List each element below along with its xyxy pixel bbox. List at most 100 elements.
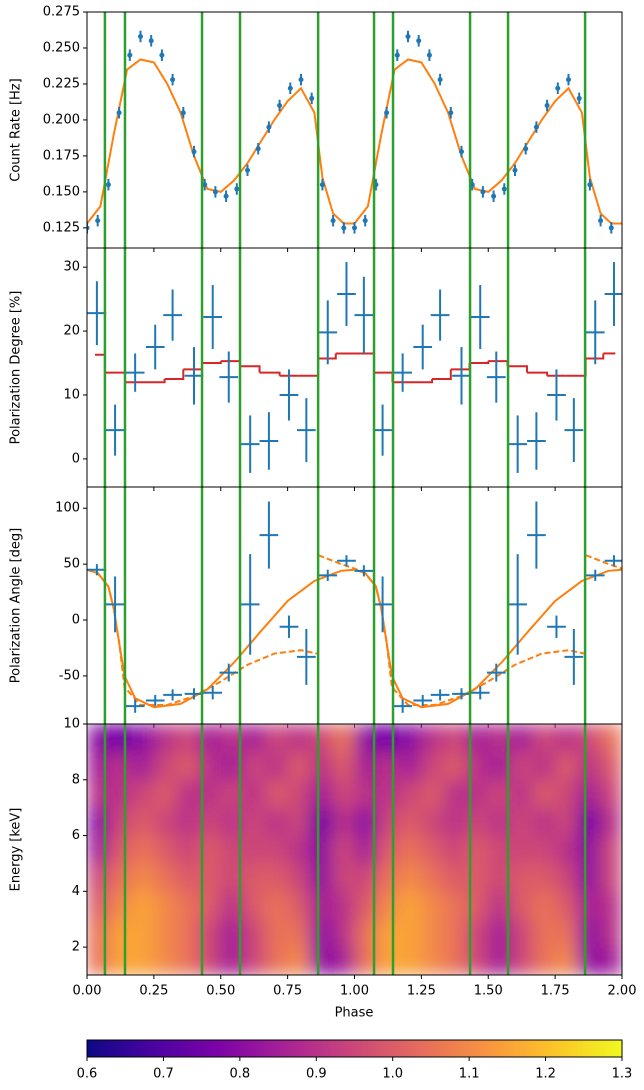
heatmap-cell: [577, 807, 601, 837]
heatmap-cell: [421, 751, 445, 781]
heatmap-cell: [87, 947, 110, 975]
marker: [180, 110, 186, 116]
heatmap-cell: [577, 947, 601, 975]
marker: [491, 193, 497, 199]
heatmap-cell: [577, 835, 601, 864]
heatmap-cell: [599, 947, 622, 975]
y-tick-label: 30: [63, 260, 80, 275]
colorbar-tick-label: 0.9: [306, 1067, 327, 1082]
heatmap-cell: [577, 891, 601, 920]
data-point: [604, 262, 622, 326]
data-point: [319, 178, 325, 191]
data-point: [105, 404, 125, 456]
data-point: [564, 398, 584, 463]
heatmap-cell: [376, 751, 400, 781]
heatmap-cell: [176, 807, 199, 837]
marker: [405, 33, 411, 39]
marker: [544, 103, 550, 109]
heatmap-cell: [532, 863, 556, 892]
heatmap-cell: [243, 751, 266, 781]
heatmap-cell: [376, 724, 400, 753]
marker: [555, 85, 561, 91]
heatmap-cell: [599, 835, 622, 864]
marker: [459, 149, 464, 155]
heatmap-cell: [465, 751, 489, 781]
heatmap-cell: [265, 807, 289, 837]
heatmap-cell: [87, 863, 110, 892]
heatmap-cell: [176, 891, 199, 920]
y-tick-label: 0.275: [43, 5, 80, 20]
model-step: [220, 360, 242, 367]
colorbar-tick-label: 0.6: [77, 1067, 98, 1082]
data-point: [148, 35, 154, 47]
data-point: [184, 347, 204, 405]
data-point: [203, 685, 223, 700]
heatmap-cell: [532, 724, 556, 753]
y-tick-label: -50: [59, 668, 80, 683]
heatmap-cell: [153, 863, 177, 892]
data-point: [437, 73, 443, 86]
heatmap-cell: [220, 919, 244, 948]
heatmap-cell: [109, 779, 133, 809]
heatmap-cell: [176, 751, 199, 781]
data-point: [145, 694, 165, 707]
marker: [598, 218, 604, 224]
heatmap-cell: [399, 891, 422, 920]
data-point: [416, 35, 422, 47]
data-point: [125, 699, 145, 713]
data-point: [203, 285, 223, 349]
heatmap-cell: [376, 807, 400, 837]
heatmap-cell: [287, 891, 311, 920]
heatmap-cell: [176, 724, 199, 753]
marker: [533, 124, 539, 130]
x-tick-label: 0.50: [206, 984, 235, 999]
marker: [148, 38, 154, 44]
data-point: [566, 73, 571, 86]
heatmap-cell: [243, 919, 266, 948]
x-tick-label: 0.00: [73, 984, 102, 999]
marker: [277, 103, 283, 109]
heatmap-cell: [421, 779, 445, 809]
heatmap-cell: [421, 891, 445, 920]
heatmap-cell: [465, 947, 489, 975]
heatmap-cell: [488, 724, 512, 753]
data-point: [384, 106, 390, 119]
data-point: [298, 73, 304, 86]
marker: [170, 77, 176, 83]
marker: [437, 77, 443, 83]
heatmap-cell: [488, 751, 512, 781]
heatmap-cell: [510, 919, 534, 948]
marker: [426, 52, 432, 58]
data-point: [585, 569, 605, 581]
heatmap-cell: [87, 751, 110, 781]
heatmap-cell: [555, 919, 578, 948]
heatmap-cell: [555, 724, 578, 753]
heatmap-cell: [87, 724, 110, 753]
heatmap-cell: [399, 779, 422, 809]
marker: [287, 85, 293, 91]
heatmap-cell: [309, 751, 333, 781]
heatmap-cell: [399, 863, 422, 892]
data-point: [138, 30, 143, 43]
heatmap-cell: [465, 779, 489, 809]
data-point: [405, 30, 411, 43]
heatmap-cell: [555, 947, 578, 975]
heatmap-cell: [599, 863, 622, 892]
heatmap-cell: [332, 807, 355, 837]
data-point: [145, 324, 165, 370]
heatmap-cell: [220, 751, 244, 781]
data-point: [180, 106, 186, 119]
data-point: [255, 142, 261, 155]
heatmap-cell: [332, 724, 355, 753]
y-tick-label: 6: [72, 828, 80, 843]
heatmap-cell: [287, 779, 311, 809]
heatmap-cell: [176, 835, 199, 864]
heatmap-cell: [376, 835, 400, 864]
data-point: [508, 554, 528, 655]
model-step: [585, 353, 605, 360]
heatmap-cell: [265, 751, 289, 781]
heatmap-cell: [443, 779, 467, 809]
panel-frame: [86, 11, 623, 249]
marker: [127, 52, 133, 58]
data-point: [585, 300, 605, 365]
